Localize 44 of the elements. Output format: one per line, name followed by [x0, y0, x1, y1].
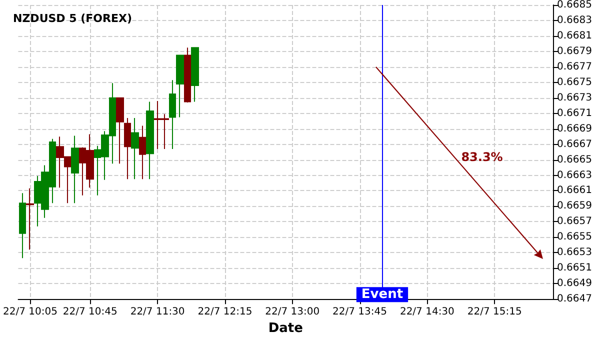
- y-tick-label: 0.6677: [557, 61, 592, 72]
- x-tick-label: 22/7 15:15: [467, 306, 522, 318]
- y-tick-label: 0.6647: [557, 294, 592, 305]
- candlestick: [116, 97, 124, 164]
- y-tick-label: 0.6667: [557, 138, 592, 150]
- candlestick: [19, 192, 26, 259]
- y-tick-label: 0.6673: [557, 92, 592, 104]
- candlestick: [184, 47, 191, 104]
- y-tick-label: 0.6681: [557, 30, 592, 42]
- candlestick: [191, 47, 199, 102]
- candlestick: [71, 135, 79, 204]
- x-axis-title: Date: [268, 321, 304, 336]
- x-tick-label: 22/7 10:05: [3, 306, 58, 318]
- y-tick-label: 0.6669: [557, 123, 592, 134]
- y-tick-label: 0.6683: [557, 14, 592, 26]
- x-tick-label: 22/7 12:15: [198, 306, 252, 318]
- x-tick-label: 22/7 13:00: [265, 306, 320, 318]
- candlestick: [124, 117, 131, 180]
- y-tick-label: 0.6657: [557, 216, 592, 228]
- y-tick-label: 0.6675: [557, 76, 592, 88]
- candlestick: [26, 188, 34, 250]
- x-tick-label: 22/7 11:30: [130, 306, 185, 318]
- y-tick-label: 0.6655: [557, 232, 592, 243]
- y-tick-label: 0.6685: [557, 0, 592, 10]
- candlestick: [169, 80, 176, 150]
- x-tick-label: 22/7 10:45: [62, 306, 118, 318]
- y-tick-label: 0.6659: [557, 200, 592, 212]
- text: NZDUSD 5 (FOREX): [13, 12, 132, 25]
- candlestick: [139, 125, 146, 180]
- y-tick-label: 0.6661: [557, 185, 592, 196]
- annotation: 83.3%: [461, 150, 503, 164]
- candlestick: [131, 117, 139, 180]
- y-tick-label: 0.6665: [557, 154, 592, 166]
- y-tick-label: 0.6663: [557, 170, 592, 181]
- y-tick-label: 0.6651: [557, 262, 592, 274]
- y-tick-label: 0.6671: [557, 108, 592, 119]
- y-tick-label: 0.6653: [557, 247, 592, 258]
- y-tick-label: 0.6649: [557, 278, 592, 290]
- candlestick: [146, 101, 154, 180]
- x-tick-label: 22/7 14:30: [400, 306, 454, 318]
- y-tick-label: 0.6679: [557, 46, 592, 57]
- ref-line-label: Event: [361, 287, 404, 302]
- candlestick: [176, 54, 184, 118]
- x-tick-label: 22/7 13:45: [332, 306, 387, 318]
